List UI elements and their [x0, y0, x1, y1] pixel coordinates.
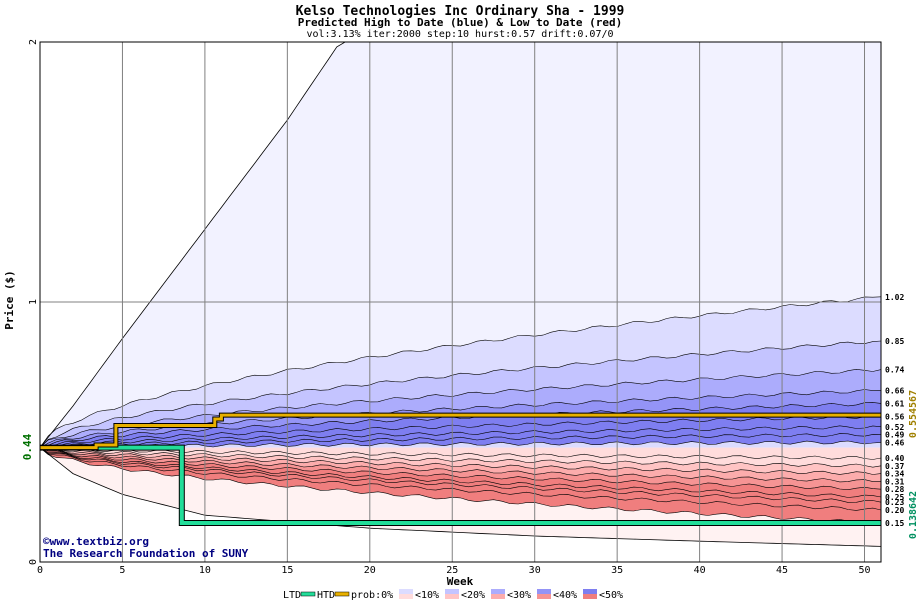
legend-label: prob:0% [351, 590, 393, 600]
low-band [40, 447, 881, 498]
end-value-label: 0.66 [885, 386, 904, 395]
legend-swatch-band [399, 594, 413, 599]
chart-title: Kelso Technologies Inc Ordinary Sha - 19… [296, 4, 625, 19]
htd-line [40, 413, 881, 450]
legend-label: <20% [461, 590, 485, 600]
band-boundary-line [39, 296, 882, 448]
x-tick-label: 30 [529, 565, 541, 576]
high-band [40, 42, 881, 448]
legend-swatch-ltd [300, 591, 316, 597]
x-axis-label: Week [447, 575, 474, 588]
end-value-label: 0.15 [885, 519, 904, 528]
plot-border [39, 41, 882, 563]
legend-swatch-band [491, 594, 505, 599]
high-band [40, 296, 881, 448]
y-tick-label: 2 [28, 39, 39, 45]
high-band [40, 433, 881, 449]
end-value-label: 0.34 [885, 470, 904, 479]
series-lines [40, 412, 881, 526]
end-labels: 1.02 0.85 0.74 0.66 0.61 0.56 0.520.490.46 0.40… [885, 293, 904, 528]
end-value-label: 1.02 [885, 293, 904, 302]
high-band [40, 389, 881, 448]
band-boundary-line [39, 368, 882, 448]
low-band [40, 446, 881, 468]
htd-value-label: 0.554567 [908, 390, 919, 438]
y-axis-label: Price ($) [3, 270, 16, 330]
legend-label: LTD [283, 590, 301, 600]
legend-swatch-band [445, 594, 459, 599]
low-band [40, 447, 881, 490]
end-value-label: 0.61 [885, 399, 904, 408]
x-tick-label: 40 [694, 565, 706, 576]
high-band [40, 341, 881, 448]
end-value-label: 0.85 [885, 337, 904, 346]
low-band [40, 447, 881, 482]
x-tick-label: 10 [199, 565, 211, 576]
low-band [40, 447, 881, 503]
x-tick-label: 5 [119, 565, 125, 576]
end-value-label: 0.23 [885, 498, 904, 507]
organization-text: The Research Foundation of SUNY [43, 547, 249, 560]
x-tick-label: 0 [37, 565, 43, 576]
end-value-label: 0.46 [885, 438, 904, 447]
legend: LTD HTD prob:0% <10% <20% <30% <40% <50% [283, 589, 623, 600]
y-tick-label: 0 [28, 559, 39, 565]
high-band [40, 425, 881, 448]
x-tick-label: 45 [776, 565, 788, 576]
x-tick-label: 25 [446, 565, 458, 576]
legend-swatch-band [537, 589, 551, 594]
axis-ticks: 0 5 10 15 20 25 30 35 40 45 50 0 1 2 [28, 39, 871, 576]
legend-swatch-band [537, 594, 551, 599]
low-band [40, 447, 881, 524]
end-value-label: 0.56 [885, 412, 904, 421]
legend-swatch-band [583, 589, 597, 594]
x-tick-label: 15 [281, 565, 293, 576]
end-value-label: 0.31 [885, 477, 904, 486]
end-value-label: 0.74 [885, 366, 904, 375]
legend-label: <30% [507, 590, 531, 600]
ltd-line [40, 445, 881, 525]
legend-label: HTD [317, 590, 335, 600]
end-value-label: 0.28 [885, 485, 904, 494]
x-tick-label: 20 [364, 565, 376, 576]
y-tick-label: 1 [28, 299, 39, 305]
chart-params: vol:3.13% iter:2000 step:10 hurst:0.57 d… [306, 29, 613, 40]
low-band [40, 447, 881, 475]
legend-label: <10% [415, 590, 439, 600]
legend-swatch-band [491, 589, 505, 594]
chart-subtitle: Predicted High to Date (blue) & Low to D… [298, 16, 623, 29]
band-boundary-line [39, 340, 882, 448]
high-band [40, 369, 881, 448]
legend-label: <40% [553, 590, 577, 600]
legend-swatch-band [583, 594, 597, 599]
end-value-label: 0.49 [885, 431, 904, 440]
band-boundary-line [39, 425, 882, 448]
high-band [40, 415, 881, 448]
low-band [40, 447, 881, 511]
band-boundary-line [39, 402, 882, 448]
legend-swatch-band [445, 589, 459, 594]
x-tick-label: 50 [858, 565, 870, 576]
end-value-label: 0.40 [885, 454, 904, 463]
band-boundary-line [39, 414, 882, 448]
end-value-label: 0.37 [885, 462, 904, 471]
end-value-label: 0.52 [885, 423, 904, 432]
end-value-label: 0.25 [885, 493, 904, 502]
ltd-value-label: 0.138642 [908, 491, 919, 539]
legend-label: <50% [599, 590, 623, 600]
legend-swatch-htd [334, 591, 350, 597]
end-value-label: 0.20 [885, 506, 904, 515]
x-tick-label: 35 [611, 565, 623, 576]
band-boundary-line [39, 433, 882, 449]
copyright-text: ©www.textbiz.org [43, 535, 149, 548]
start-price-label: 0.44 [21, 433, 34, 460]
probability-bands [39, 41, 882, 547]
legend-swatch-band [399, 589, 413, 594]
